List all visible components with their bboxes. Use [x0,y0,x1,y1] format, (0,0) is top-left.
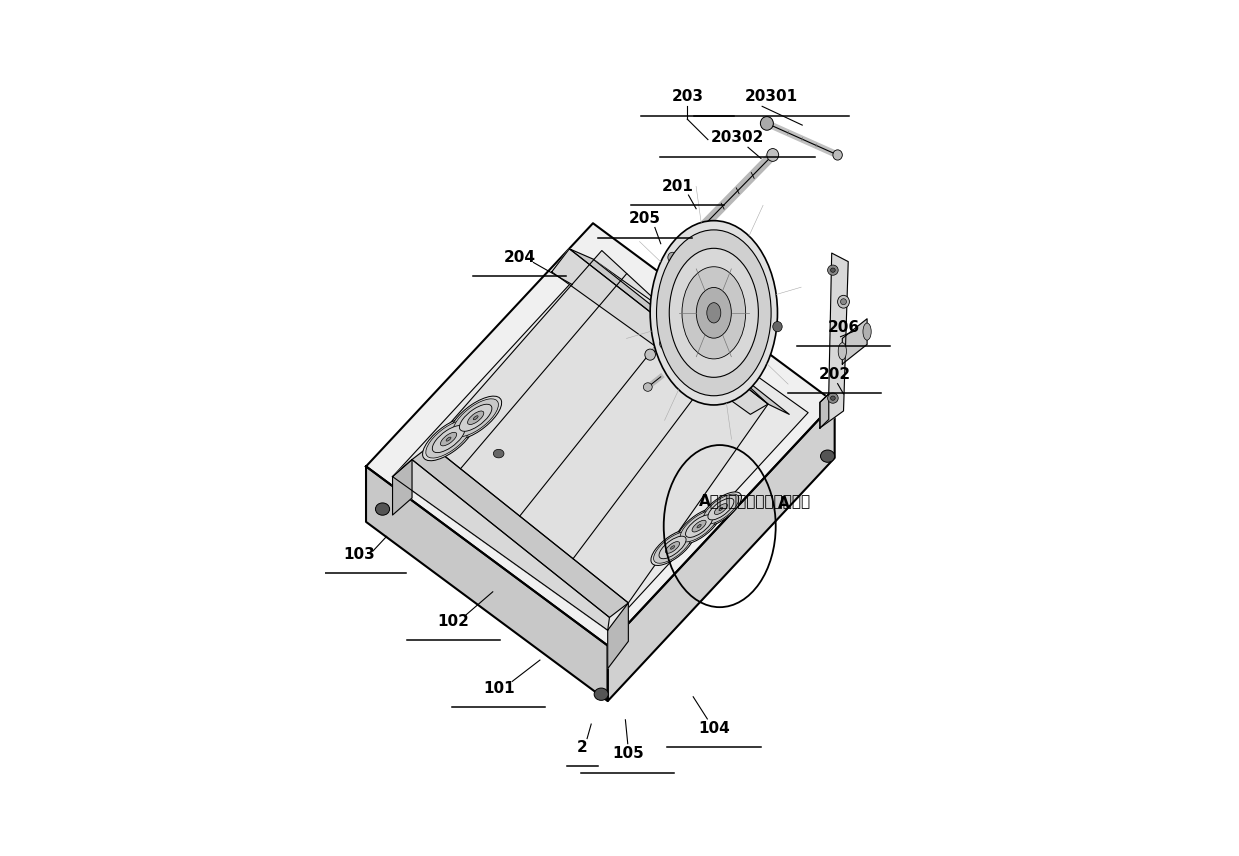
Text: 203: 203 [672,89,704,104]
Text: 204: 204 [503,250,535,265]
Ellipse shape [706,303,721,323]
Ellipse shape [767,149,778,162]
Polygon shape [607,603,628,669]
Text: 202: 202 [819,366,851,382]
Ellipse shape [681,267,746,359]
Ellipse shape [669,248,758,377]
Polygon shape [413,445,628,617]
Polygon shape [393,460,610,630]
Ellipse shape [432,425,465,453]
Ellipse shape [644,349,655,360]
Ellipse shape [473,416,478,419]
Text: A: A [778,496,789,510]
Ellipse shape [838,295,850,308]
Ellipse shape [703,494,738,524]
Text: 205: 205 [629,211,660,227]
Polygon shape [431,251,768,603]
Ellipse shape [659,536,686,559]
Ellipse shape [650,221,778,405]
Ellipse shape [693,520,706,532]
Ellipse shape [839,342,846,360]
Ellipse shape [446,437,451,441]
Text: 103: 103 [343,547,375,562]
Text: 102: 102 [437,615,470,629]
Ellipse shape [840,299,846,305]
Ellipse shape [643,383,652,391]
Ellipse shape [830,268,835,272]
Polygon shape [366,467,607,701]
Text: 104: 104 [698,721,730,736]
Ellipse shape [820,450,835,462]
Ellipse shape [830,396,835,401]
Text: 206: 206 [828,320,860,335]
Ellipse shape [685,514,712,538]
Ellipse shape [659,338,670,349]
Ellipse shape [670,545,675,550]
Ellipse shape [493,449,504,458]
Polygon shape [551,249,768,414]
Polygon shape [366,223,835,645]
Text: A处车轮模块的爆炸示意图: A处车轮模块的爆炸示意图 [699,493,812,508]
Ellipse shape [595,688,608,700]
Ellipse shape [426,420,471,458]
Ellipse shape [773,322,782,332]
Polygon shape [607,402,835,701]
Ellipse shape [715,503,727,514]
Ellipse shape [696,288,731,338]
Ellipse shape [460,404,492,431]
Text: 20301: 20301 [745,89,798,104]
Ellipse shape [450,396,502,439]
Ellipse shape [719,508,722,511]
Ellipse shape [665,542,679,553]
Text: 201: 201 [662,179,693,194]
Ellipse shape [422,418,475,461]
Ellipse shape [833,150,843,160]
Ellipse shape [668,253,678,263]
Ellipse shape [700,492,741,526]
Ellipse shape [680,510,719,542]
Polygon shape [820,394,829,428]
Polygon shape [843,318,867,364]
Ellipse shape [862,323,871,340]
Text: 101: 101 [483,681,514,696]
Ellipse shape [654,532,691,563]
Polygon shape [820,253,849,428]
Polygon shape [393,460,413,515]
Ellipse shape [467,411,483,425]
Ellipse shape [828,393,839,403]
Ellipse shape [698,525,701,528]
Ellipse shape [657,230,771,395]
Ellipse shape [375,503,389,515]
Text: 105: 105 [612,746,643,762]
Ellipse shape [707,498,733,520]
Polygon shape [570,249,789,414]
Ellipse shape [440,432,457,446]
Ellipse shape [678,508,721,544]
Ellipse shape [828,265,839,276]
Ellipse shape [453,399,498,437]
Ellipse shape [650,529,694,566]
Text: 2: 2 [577,740,587,755]
Ellipse shape [761,116,773,130]
Text: 20302: 20302 [711,130,764,146]
Polygon shape [393,259,808,630]
